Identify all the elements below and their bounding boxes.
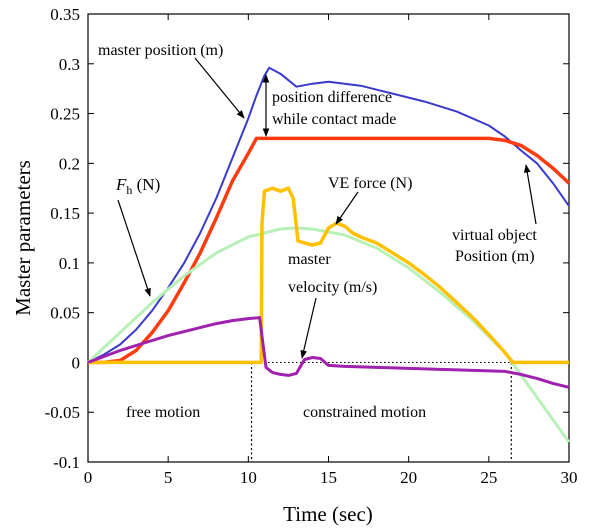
fh-unit: (N) xyxy=(132,175,160,194)
series-line-master-velocity xyxy=(87,316,570,389)
x-tick-label: 10 xyxy=(240,468,257,487)
y-tick-label: -0.1 xyxy=(53,453,80,472)
series-layer xyxy=(86,66,571,443)
x-axis-title: Time (sec) xyxy=(283,502,373,526)
x-tick-label: 20 xyxy=(400,468,417,487)
position-difference-label-2: while contact made xyxy=(272,111,396,128)
y-axis-title: Master parameters xyxy=(11,160,35,316)
x-tick-label: 15 xyxy=(320,468,337,487)
x-tick-label: 0 xyxy=(84,468,93,487)
master-position-label: master position (m) xyxy=(98,42,223,59)
free-motion-label: free motion xyxy=(126,404,200,421)
y-axis-ticks: -0.1 -0.05 0 0.05 0.1 0.15 0.2 0.25 0.3 0.35 xyxy=(45,5,569,472)
y-tick-label: 0.3 xyxy=(59,55,80,74)
y-tick-label: -0.05 xyxy=(45,403,80,422)
virtual-object-arrow xyxy=(523,164,537,225)
master-position-arrow xyxy=(194,57,245,119)
fh-symbol: F xyxy=(115,175,127,194)
fh-subscript: h xyxy=(126,183,132,197)
y-tick-label: 0.05 xyxy=(50,304,80,323)
x-tick-label: 30 xyxy=(561,468,578,487)
ve-force-arrow xyxy=(335,191,359,225)
annotation-arrows xyxy=(117,57,537,359)
y-tick-label: 0.2 xyxy=(59,154,80,173)
position-difference-label-1: position difference xyxy=(272,89,392,106)
fh-arrow xyxy=(117,199,151,297)
y-tick-label: 0 xyxy=(72,353,81,372)
constrained-motion-label: constrained motion xyxy=(303,404,426,421)
series-line-master-position xyxy=(87,66,570,364)
y-tick-label: 0.25 xyxy=(50,105,80,124)
x-tick-label: 25 xyxy=(480,468,497,487)
ve-force-label: VE force (N) xyxy=(328,175,412,192)
virtual-object-label-1: virtual object xyxy=(452,227,537,244)
y-tick-label: 0.35 xyxy=(50,5,80,24)
x-axis-ticks: 0 5 10 15 20 25 30 xyxy=(84,14,578,487)
master-velocity-label-2: velocity (m/s) xyxy=(288,279,377,296)
master-velocity-arrow xyxy=(300,297,317,359)
virtual-object-label-2: Position (m) xyxy=(455,248,535,265)
y-tick-label: 0.1 xyxy=(59,254,80,273)
x-tick-label: 5 xyxy=(164,468,173,487)
plot-frame xyxy=(87,13,570,463)
master-velocity-label-1: master xyxy=(288,251,331,268)
fh-label: Fh (N) xyxy=(115,175,160,197)
series-line-ve-force xyxy=(88,186,569,365)
y-tick-label: 0.15 xyxy=(50,204,80,223)
